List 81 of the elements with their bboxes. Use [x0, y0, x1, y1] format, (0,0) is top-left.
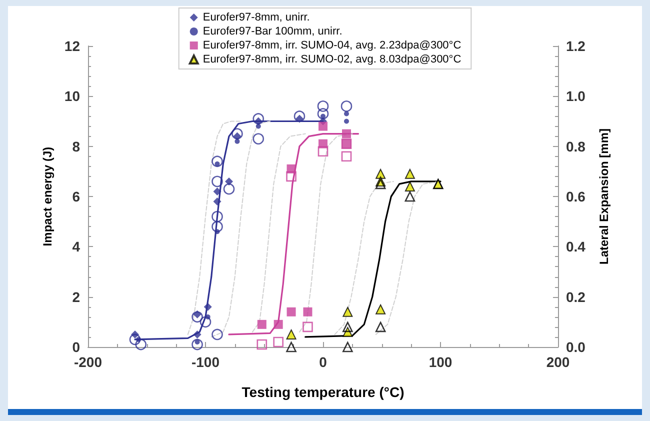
point: [302, 322, 313, 332]
y-tick-label: 2: [72, 288, 80, 305]
point: [234, 138, 240, 144]
point: [342, 326, 353, 337]
point: [342, 129, 351, 138]
point: [212, 328, 223, 340]
point: [286, 329, 296, 340]
x-tick-label: 0: [319, 354, 328, 370]
point: [273, 336, 284, 348]
point: [192, 311, 203, 323]
y2-tick-label: 0.4: [566, 238, 586, 255]
point: [318, 122, 328, 131]
y-tick-label: 0: [72, 339, 80, 355]
point: [192, 338, 203, 350]
x-tick-label: -100: [191, 354, 220, 370]
point: [256, 339, 268, 350]
y2-tick-label: 0.6: [566, 188, 586, 204]
point: [376, 304, 386, 314]
point: [376, 168, 386, 179]
y-tick-label: 4: [72, 238, 80, 255]
point: [342, 306, 353, 317]
point: [200, 316, 212, 328]
legend-label: Eurofer97-8mm, irr. SUMO-02, avg. 8.03dpa@300°C: [202, 54, 462, 66]
point: [252, 133, 264, 144]
y-tick-label: 6: [72, 188, 80, 204]
point: [193, 330, 202, 338]
legend-label: Eurofer97-8mm, unirr.: [202, 12, 310, 24]
point: [404, 181, 415, 192]
y2-tick-label: 1.2: [566, 38, 586, 54]
point: [341, 151, 352, 162]
point: [342, 342, 353, 352]
x-tick-label: 200: [546, 354, 570, 370]
point: [340, 100, 352, 112]
legend-label: Eurofer97-8mm, irr. SUMO-04, avg. 2.23dpa@300°C: [202, 40, 462, 52]
point: [135, 338, 147, 350]
y2-tick-label: 1.0: [566, 88, 586, 104]
legend-label: Eurofer97-Bar 100mm, unirr.: [202, 26, 342, 38]
y2-tick-label: 0.2: [566, 288, 586, 305]
point: [286, 342, 296, 352]
point: [257, 320, 266, 329]
point: [252, 113, 264, 124]
point: [375, 178, 386, 190]
x-axis-title: Testing temperature (°C): [242, 384, 404, 400]
point: [317, 108, 329, 120]
line-series: [252, 133, 306, 332]
point: [404, 168, 415, 179]
point: [256, 124, 261, 129]
point: [225, 177, 233, 186]
y-tick-label: 12: [64, 38, 80, 54]
line-series: [299, 133, 353, 332]
point: [213, 198, 222, 206]
y2-axis-title: Lateral Expansion [mm]: [597, 128, 611, 265]
point: [274, 320, 283, 329]
point: [286, 307, 296, 316]
y-axis-title: Impact energy (J): [40, 146, 55, 246]
point: [204, 302, 212, 311]
point: [212, 176, 223, 188]
point: [213, 187, 222, 196]
point: [286, 171, 296, 182]
point: [342, 322, 353, 332]
point: [212, 220, 223, 232]
x-tick-label: 100: [428, 354, 452, 370]
line-series: [228, 132, 360, 336]
point: [212, 210, 223, 222]
point: [129, 334, 141, 346]
point: [344, 118, 349, 124]
y2-tick-label: 0.0: [566, 339, 586, 355]
x-tick-label: -200: [74, 354, 102, 370]
y2-tick-label: 0.8: [566, 138, 586, 154]
point: [317, 100, 329, 112]
point: [294, 110, 306, 122]
y-tick-label: 8: [72, 138, 80, 154]
point: [404, 191, 416, 202]
point: [303, 307, 312, 316]
point: [232, 128, 243, 140]
point: [318, 146, 328, 156]
point: [375, 322, 386, 332]
point: [223, 183, 235, 195]
point: [212, 156, 223, 168]
y-tick-label: 10: [64, 88, 80, 104]
line-series: [187, 120, 242, 335]
